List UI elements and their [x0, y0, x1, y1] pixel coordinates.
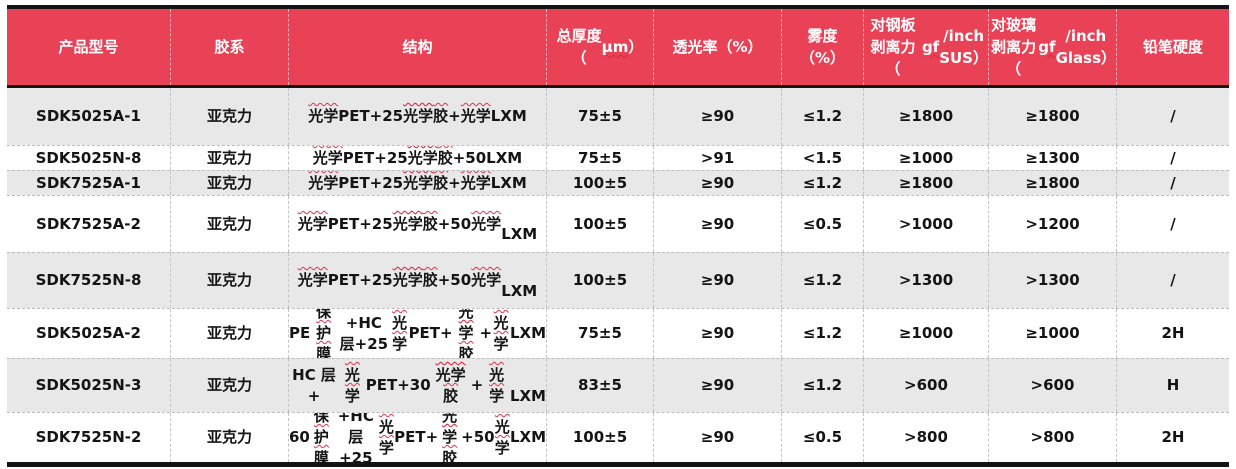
header-cell-haze: 雾度 （%） — [782, 9, 864, 85]
cell-peel-sus: >1300 — [864, 253, 989, 308]
cell-adhesive: 亚克力 — [171, 171, 289, 195]
cell-peel-sus: >1000 — [864, 196, 989, 252]
cell-haze: ≤1.2 — [782, 253, 864, 308]
cell-hardness: / — [1170, 271, 1176, 289]
cell-peel-sus: ≥1800 — [864, 171, 989, 195]
table-row: SDK5025A-1 亚克力 光学 PET+25 光学胶 + 光学 LXM 75±5… — [7, 88, 1229, 145]
cell-haze: ≤1.2 — [782, 171, 864, 195]
cell-hardness: / — [1170, 173, 1176, 192]
cell-structure: 光学 PET+25 光学胶 + 光学 LXM — [289, 88, 547, 145]
cell-peel-glass: >600 — [989, 359, 1117, 412]
cell-adhesive: 亚克力 — [171, 253, 289, 308]
cell-peel-sus: >600 — [864, 359, 989, 412]
cell-hardness: / — [1170, 107, 1176, 125]
cell-adhesive: 亚克力 — [171, 413, 289, 462]
cell-haze: ≤1.2 — [782, 359, 864, 412]
header-cell-transmittance: 透光率（%） — [654, 9, 782, 85]
cell-model: SDK5025A-2 — [7, 309, 171, 358]
cell-hardness: 2H — [1161, 428, 1185, 446]
cell-peel-glass: >1200 — [989, 196, 1117, 252]
cell-transmittance: ≥90 — [654, 413, 782, 462]
cell-thickness: 75±5 — [547, 88, 654, 145]
cell-adhesive: 亚克力 — [171, 196, 289, 252]
cell-hardness: / — [1170, 148, 1176, 167]
product-spec-table: 产品型号 胶系 结构 总厚度 （μm） 透光率（%） 雾度 （%） 对钢板剥离力… — [7, 5, 1229, 467]
header-bottom-border — [7, 85, 1229, 88]
cell-structure: 60 保护膜 +HC 层+25 光学 PET+ 光学胶 +50 光学 LXM — [289, 413, 547, 462]
cell-thickness: 100±5 — [547, 196, 654, 252]
cell-peel-sus: ≥1000 — [864, 146, 989, 170]
cell-model: SDK7525N-2 — [7, 413, 171, 462]
cell-adhesive: 亚克力 — [171, 359, 289, 412]
cell-hardness: H — [1166, 376, 1180, 394]
cell-hardness: / — [1170, 214, 1176, 233]
cell-haze: ≤1.2 — [782, 88, 864, 145]
cell-transmittance: ≥90 — [654, 359, 782, 412]
cell-model: SDK7525A-2 — [7, 196, 171, 252]
cell-transmittance: ≥90 — [654, 309, 782, 358]
cell-transmittance: ≥90 — [654, 196, 782, 252]
table-header-row: 产品型号 胶系 结构 总厚度 （μm） 透光率（%） 雾度 （%） 对钢板剥离力… — [7, 9, 1229, 85]
table-row: SDK7525A-2 亚克力 光学 PET+25 光学胶 +50 光学 LXM 1… — [7, 195, 1229, 252]
table-row: SDK7525A-1 亚克力 光学 PET+25 光学胶 + 光学 LXM 100±… — [7, 170, 1229, 195]
cell-model: SDK7525A-1 — [7, 171, 171, 195]
cell-peel-sus: ≥1000 — [864, 309, 989, 358]
cell-adhesive: 亚克力 — [171, 88, 289, 145]
cell-structure: 光学 PET+25 光学胶 +50 光学 LXM — [289, 253, 547, 308]
cell-model: SDK5025N-8 — [7, 146, 171, 170]
cell-peel-glass: >1300 — [989, 253, 1117, 308]
cell-haze: ≤1.2 — [782, 309, 864, 358]
cell-structure: 光学 PET+25 光学胶 +50LXM — [289, 146, 547, 170]
cell-peel-glass: ≥1800 — [989, 88, 1117, 145]
table-row: SDK5025N-8 亚克力 光学 PET+25 光学胶 +50LXM 75±5 … — [7, 145, 1229, 170]
cell-thickness: 100±5 — [547, 413, 654, 462]
cell-peel-glass: ≥1800 — [989, 171, 1117, 195]
table-row: SDK5025A-2 亚克力 PE 保护膜 +HC 层+25 光学 PET+ 光学… — [7, 308, 1229, 358]
cell-thickness: 83±5 — [547, 359, 654, 412]
cell-structure: 光学 PET+25 光学胶 +50 光学 LXM — [289, 196, 547, 252]
cell-thickness: 75±5 — [547, 309, 654, 358]
cell-peel-glass: >800 — [989, 413, 1117, 462]
header-cell-peel-sus: 对钢板剥离力 （gf/inch SUS） — [864, 9, 989, 85]
cell-thickness: 100±5 — [547, 253, 654, 308]
table-row: SDK5025N-3 亚克力 HC 层+ 光学 PET+30 光学胶 + 光学 LXM… — [7, 358, 1229, 412]
cell-haze: ≤0.5 — [782, 413, 864, 462]
cell-haze: <1.5 — [782, 146, 864, 170]
cell-structure: HC 层+ 光学 PET+30 光学胶 + 光学 LXM — [289, 359, 547, 412]
cell-transmittance: ≥90 — [654, 171, 782, 195]
cell-adhesive: 亚克力 — [171, 309, 289, 358]
cell-thickness: 100±5 — [547, 171, 654, 195]
table-row: SDK7525N-8 亚克力 光学 PET+25 光学胶 +50 光学 LXM 1… — [7, 252, 1229, 308]
cell-transmittance: ≥90 — [654, 88, 782, 145]
header-cell-model: 产品型号 — [7, 9, 171, 85]
cell-transmittance: ≥90 — [654, 253, 782, 308]
cell-thickness: 75±5 — [547, 146, 654, 170]
cell-adhesive: 亚克力 — [171, 146, 289, 170]
table-bottom-border — [7, 462, 1229, 467]
cell-model: SDK7525N-8 — [7, 253, 171, 308]
cell-model: SDK5025A-1 — [7, 88, 171, 145]
cell-haze: ≤0.5 — [782, 196, 864, 252]
table-row: SDK7525N-2 亚克力 60 保护膜 +HC 层+25 光学 PET+ 光学… — [7, 412, 1229, 462]
cell-structure: 光学 PET+25 光学胶 + 光学 LXM — [289, 171, 547, 195]
cell-peel-glass: ≥1300 — [989, 146, 1117, 170]
header-cell-hardness: 铅笔硬度 — [1142, 38, 1203, 56]
cell-model: SDK5025N-3 — [7, 359, 171, 412]
header-cell-structure: 结构 — [289, 9, 547, 85]
cell-structure: PE 保护膜 +HC 层+25 光学 PET+ 光学胶 + 光学 LXM — [289, 309, 547, 358]
table-top-border — [7, 5, 1229, 9]
header-cell-adhesive: 胶系 — [171, 9, 289, 85]
cell-transmittance: >91 — [654, 146, 782, 170]
cell-peel-sus: >800 — [864, 413, 989, 462]
header-cell-peel-glass: 对玻璃剥离力 （gf/inch Glass） — [989, 9, 1117, 85]
cell-hardness: 2H — [1161, 324, 1185, 342]
cell-peel-glass: ≥1000 — [989, 309, 1117, 358]
header-cell-thickness: 总厚度 （μm） — [547, 9, 654, 85]
cell-peel-sus: ≥1800 — [864, 88, 989, 145]
